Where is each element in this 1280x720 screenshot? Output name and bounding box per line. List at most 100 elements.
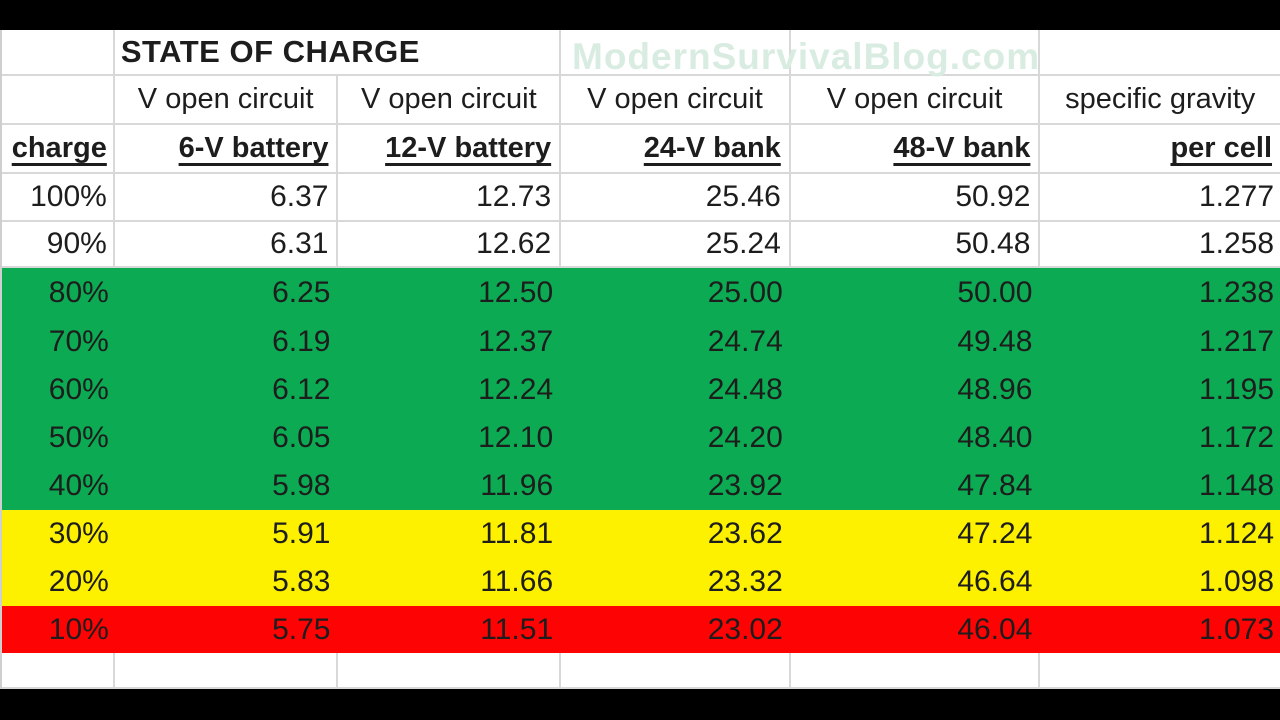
specific-gravity-cell: 1.148 bbox=[1198, 469, 1275, 502]
charge-cell: 30% bbox=[48, 517, 109, 550]
table-row: 90% 6.31 12.62 25.24 50.48 1.258 bbox=[2, 222, 1280, 268]
voltage-12v-cell: 12.62 bbox=[338, 222, 562, 266]
column-unit-6v: V open circuit bbox=[115, 76, 339, 123]
empty-cell bbox=[561, 653, 791, 687]
voltage-6v-cell: 6.25 bbox=[272, 276, 331, 309]
charge-cell: 50% bbox=[48, 421, 109, 454]
voltage-48v-cell: 48.96 bbox=[957, 373, 1033, 406]
voltage-48v-cell: 46.04 bbox=[957, 612, 1033, 646]
voltage-12v-cell: 11.66 bbox=[480, 565, 554, 598]
letterbox-bottom-bar bbox=[0, 689, 1280, 720]
voltage-48v-cell: 50.92 bbox=[791, 174, 1041, 220]
table-row: 80% 6.25 12.50 25.00 50.00 1.238 bbox=[2, 268, 1280, 318]
voltage-6v-cell: 6.12 bbox=[272, 373, 331, 406]
column-header-48v-bank: 48-V bank bbox=[791, 125, 1041, 172]
charge-cell: 20% bbox=[48, 565, 109, 598]
title-row-blank-cell bbox=[791, 30, 1041, 74]
specific-gravity-cell: 1.172 bbox=[1198, 421, 1275, 454]
unit-header-spacer bbox=[2, 76, 115, 123]
voltage-24v-cell: 24.48 bbox=[707, 373, 783, 406]
voltage-48v-cell: 48.40 bbox=[957, 421, 1033, 454]
table-row: 10% 5.75 11.51 23.02 46.04 1.073 bbox=[2, 606, 1280, 653]
empty-row bbox=[2, 653, 1280, 689]
empty-cell bbox=[791, 653, 1041, 687]
specific-gravity-cell: 1.073 bbox=[1198, 612, 1275, 646]
voltage-48v-cell: 46.64 bbox=[957, 565, 1033, 598]
charge-cell: 90% bbox=[2, 222, 115, 266]
voltage-24v-cell: 23.02 bbox=[707, 612, 783, 646]
table-row: 40% 5.98 11.96 23.92 47.84 1.148 bbox=[2, 462, 1280, 510]
voltage-6v-cell: 6.37 bbox=[115, 174, 339, 220]
title-row: STATE OF CHARGE bbox=[2, 30, 1280, 76]
empty-cell bbox=[338, 653, 562, 687]
charge-cell: 80% bbox=[48, 276, 109, 309]
voltage-6v-cell: 6.31 bbox=[115, 222, 339, 266]
empty-cell bbox=[2, 653, 115, 687]
specific-gravity-cell: 1.124 bbox=[1198, 517, 1275, 550]
charge-cell: 100% bbox=[2, 174, 115, 220]
voltage-48v-cell: 47.84 bbox=[957, 469, 1033, 502]
specific-gravity-cell: 1.098 bbox=[1198, 565, 1275, 598]
column-header-per-cell: per cell bbox=[1170, 132, 1273, 164]
voltage-12v-cell: 12.50 bbox=[478, 276, 554, 309]
voltage-12v-cell: 12.37 bbox=[478, 325, 554, 358]
voltage-6v-cell: 5.91 bbox=[272, 517, 331, 550]
column-unit-24v: V open circuit bbox=[561, 76, 791, 123]
voltage-24v-cell: 23.92 bbox=[707, 469, 783, 502]
title-row-blank-cell bbox=[1040, 30, 1280, 74]
voltage-12v-cell: 11.96 bbox=[480, 469, 554, 502]
specific-gravity-cell: 1.195 bbox=[1198, 373, 1275, 406]
voltage-6v-cell: 6.19 bbox=[272, 325, 331, 358]
voltage-48v-cell: 47.24 bbox=[957, 517, 1033, 550]
table-title: STATE OF CHARGE bbox=[115, 30, 562, 74]
voltage-48v-cell: 50.00 bbox=[957, 276, 1033, 309]
title-row-spacer bbox=[2, 30, 115, 74]
table-row: 60% 6.12 12.24 24.48 48.96 1.195 bbox=[2, 366, 1280, 414]
table-row: 70% 6.19 12.37 24.74 49.48 1.217 bbox=[2, 318, 1280, 366]
specific-gravity-cell: 1.277 bbox=[1198, 180, 1275, 213]
voltage-24v-cell: 25.00 bbox=[707, 276, 783, 309]
voltage-12v-cell: 12.73 bbox=[338, 174, 562, 220]
name-header-row: charge 6-V battery 12-V battery 24-V ban… bbox=[2, 125, 1280, 174]
specific-gravity-cell: 1.258 bbox=[1198, 227, 1275, 260]
voltage-12v-cell: 11.81 bbox=[480, 517, 554, 550]
voltage-12v-cell: 12.24 bbox=[478, 373, 554, 406]
state-of-charge-table: STATE OF CHARGE V open circuit V open ci… bbox=[0, 30, 1280, 689]
column-header-charge: charge bbox=[2, 125, 115, 172]
voltage-6v-cell: 6.05 bbox=[272, 421, 331, 454]
charge-cell: 70% bbox=[48, 325, 109, 358]
voltage-24v-cell: 23.62 bbox=[707, 517, 783, 550]
title-row-blank-cell bbox=[561, 30, 791, 74]
column-header-24v-bank: 24-V bank bbox=[561, 125, 791, 172]
charge-cell: 40% bbox=[48, 469, 109, 502]
table-row: 50% 6.05 12.10 24.20 48.40 1.172 bbox=[2, 414, 1280, 462]
column-unit-48v: V open circuit bbox=[791, 76, 1041, 123]
voltage-24v-cell: 25.46 bbox=[561, 174, 791, 220]
column-unit-specific-gravity: specific gravity bbox=[1065, 83, 1256, 115]
voltage-24v-cell: 24.74 bbox=[707, 325, 783, 358]
voltage-24v-cell: 24.20 bbox=[707, 421, 783, 454]
table-row: 100% 6.37 12.73 25.46 50.92 1.277 bbox=[2, 174, 1280, 222]
voltage-6v-cell: 5.83 bbox=[272, 565, 331, 598]
table-row: 30% 5.91 11.81 23.62 47.24 1.124 bbox=[2, 510, 1280, 558]
empty-cell bbox=[115, 653, 339, 687]
voltage-12v-cell: 11.51 bbox=[480, 612, 554, 646]
specific-gravity-cell: 1.238 bbox=[1198, 276, 1275, 309]
voltage-12v-cell: 12.10 bbox=[478, 421, 554, 454]
specific-gravity-cell: 1.217 bbox=[1198, 325, 1275, 358]
column-header-12v-battery: 12-V battery bbox=[338, 125, 562, 172]
voltage-6v-cell: 5.75 bbox=[272, 612, 331, 646]
charge-cell: 60% bbox=[48, 373, 109, 406]
unit-header-row: V open circuit V open circuit V open cir… bbox=[2, 76, 1280, 125]
empty-cell bbox=[1040, 653, 1280, 687]
letterbox-top-bar bbox=[0, 0, 1280, 30]
column-header-6v-battery: 6-V battery bbox=[115, 125, 339, 172]
voltage-48v-cell: 50.48 bbox=[791, 222, 1041, 266]
voltage-6v-cell: 5.98 bbox=[272, 469, 331, 502]
column-unit-12v: V open circuit bbox=[338, 76, 562, 123]
voltage-48v-cell: 49.48 bbox=[957, 325, 1033, 358]
voltage-24v-cell: 23.32 bbox=[707, 565, 783, 598]
voltage-24v-cell: 25.24 bbox=[561, 222, 791, 266]
table-row: 20% 5.83 11.66 23.32 46.64 1.098 bbox=[2, 558, 1280, 606]
